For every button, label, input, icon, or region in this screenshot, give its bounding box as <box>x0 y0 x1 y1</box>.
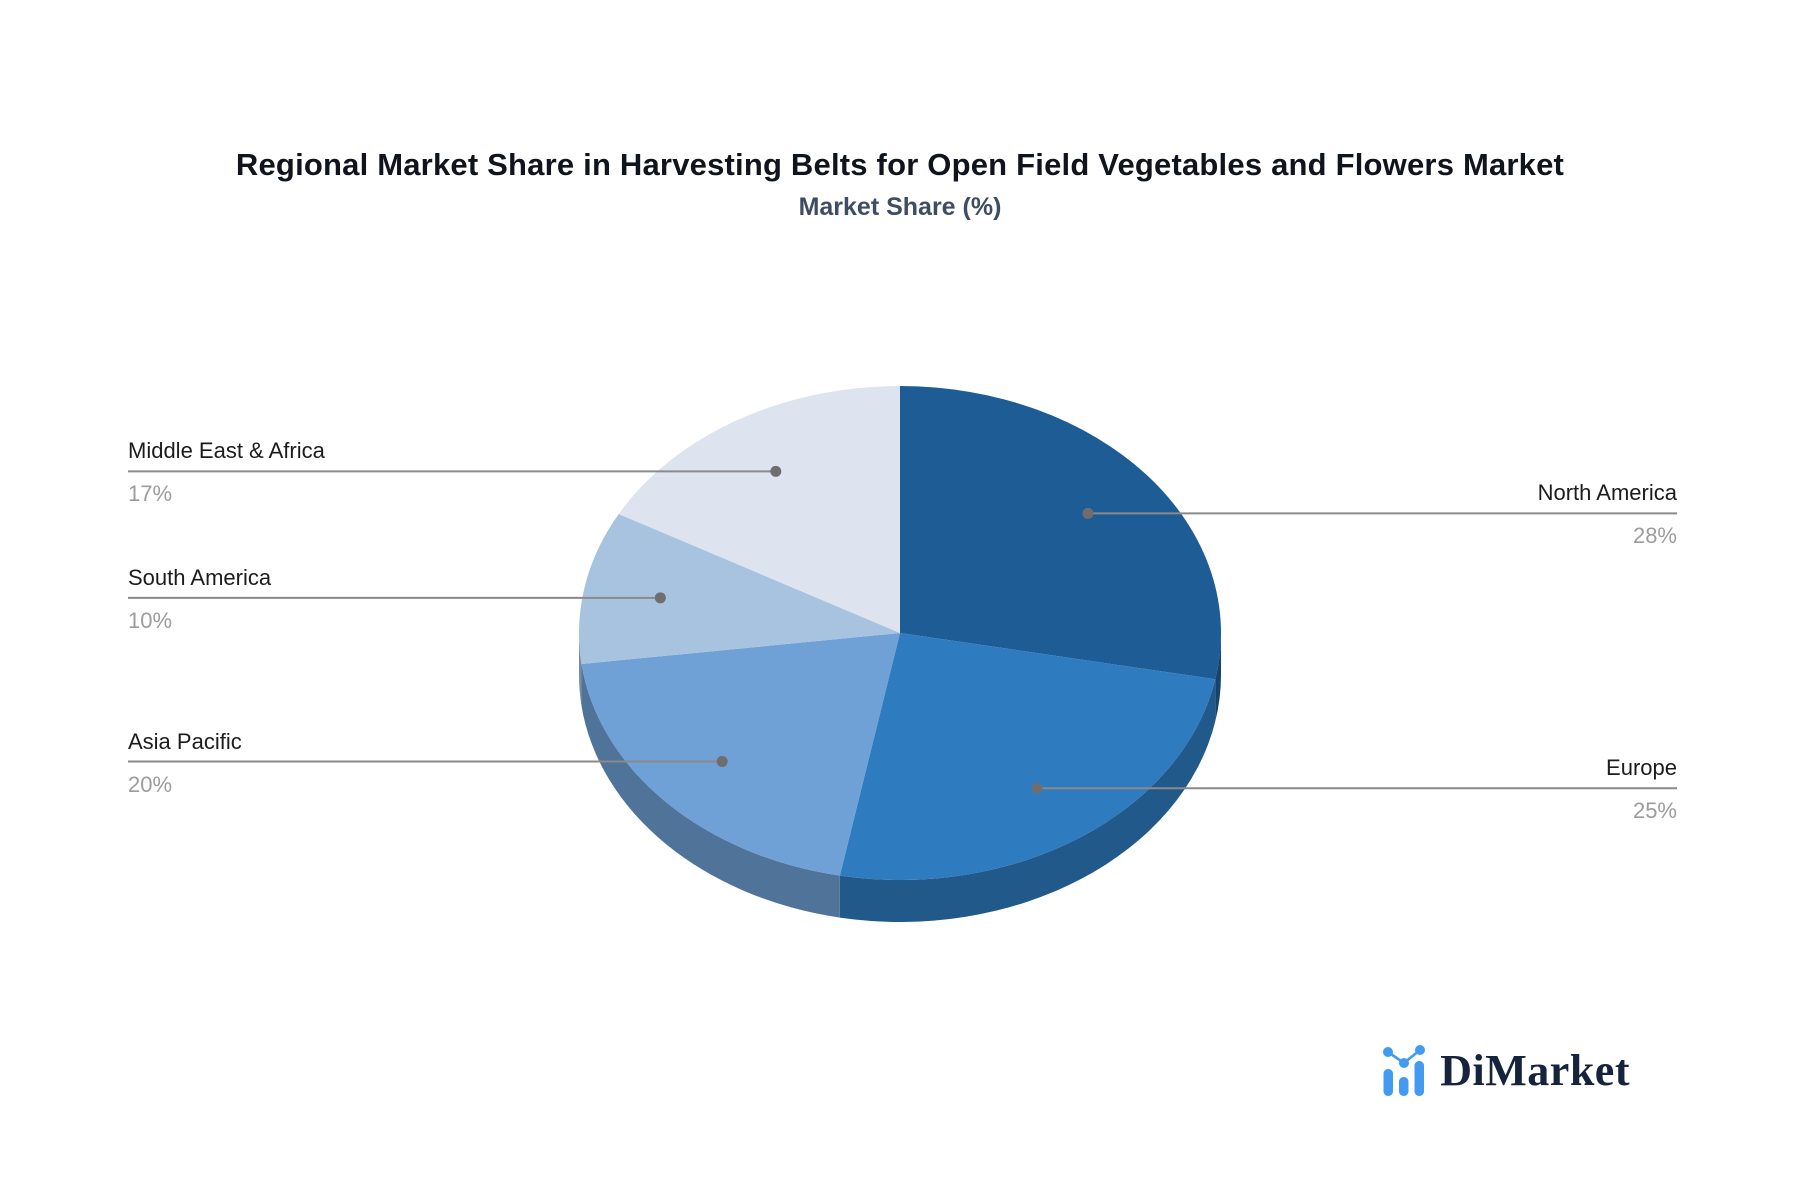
slice-callout-north-america: North America 28% <box>1257 480 1677 548</box>
slice-percent: 25% <box>1632 798 1677 824</box>
pie-slice-south-america <box>579 514 900 664</box>
slice-callout-europe: Europe 25% <box>1257 755 1677 823</box>
leader-dot <box>654 592 666 604</box>
dimarket-logo: DiMarket <box>1383 1044 1630 1096</box>
leader-dot <box>770 465 782 477</box>
leader-dot <box>1031 782 1043 794</box>
slice-callout-middle-east-africa: Middle East & Africa 17% <box>128 438 548 506</box>
slice-label: North America <box>1537 480 1677 506</box>
bar-chart-logo-icon <box>1383 1045 1426 1096</box>
slice-percent: 20% <box>128 771 173 797</box>
leader-dot <box>1082 507 1094 519</box>
chart-subtitle: Market Share (%) <box>798 193 1002 221</box>
pie-slice-europe <box>839 633 1216 880</box>
pie-slice-side <box>581 663 840 918</box>
pie-slice-side <box>579 633 582 706</box>
chart-title: Regional Market Share in Harvesting Belt… <box>235 147 1565 182</box>
pie-slice-asia-pacific <box>581 633 900 876</box>
pie-slice-north-america <box>900 386 1221 680</box>
slice-label: South America <box>128 564 272 590</box>
pie-slice-side <box>839 679 1216 922</box>
slice-callout-asia-pacific: Asia Pacific 20% <box>128 729 548 797</box>
slice-percent: 17% <box>128 481 173 507</box>
leader-dot <box>716 756 728 768</box>
logo-text: DiMarket <box>1440 1046 1630 1095</box>
slice-label: Europe <box>1606 755 1677 781</box>
slice-label: Asia Pacific <box>128 728 242 754</box>
slice-percent: 28% <box>1632 523 1677 549</box>
pie-slice-side <box>1215 633 1221 722</box>
pie-slice-middle-east-africa <box>618 386 900 633</box>
slice-callout-south-america: South America 10% <box>128 565 548 633</box>
slice-percent: 10% <box>128 607 173 633</box>
slice-label: Middle East & Africa <box>128 438 325 464</box>
